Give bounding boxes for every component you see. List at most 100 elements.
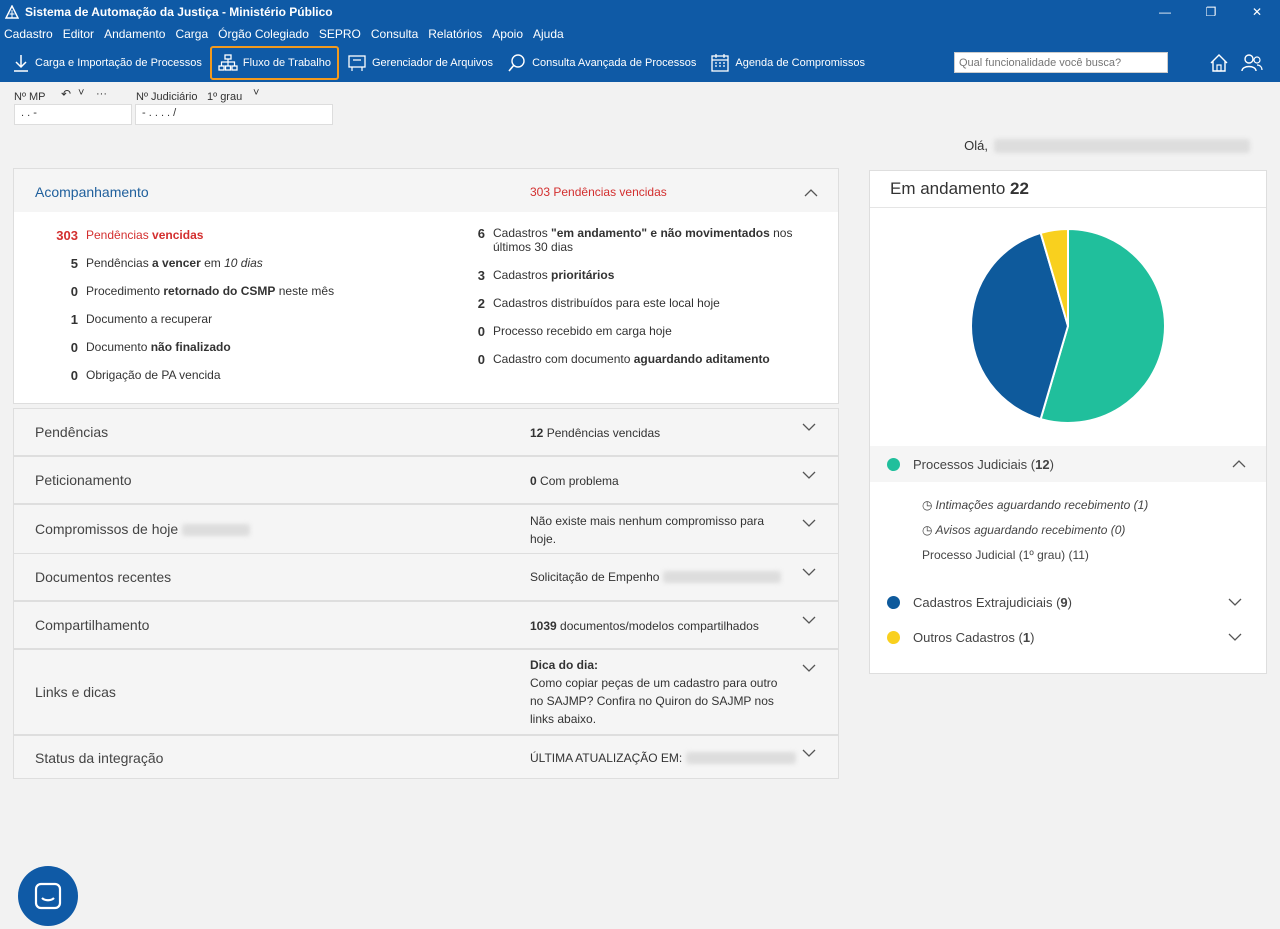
users-icon[interactable]	[1240, 52, 1264, 74]
links-dicas-panel[interactable]: Links e dicas Dica do dia: Como copiar pe…	[13, 649, 839, 735]
window-title: Sistema de Automação da Justiça - Minist…	[25, 5, 333, 19]
clock-icon: ◷	[922, 498, 933, 512]
agenda-compromissos-button[interactable]: Agenda de Compromissos	[704, 46, 871, 80]
em-andamento-header: Em andamento 22	[870, 171, 1266, 208]
legend-cadastros-extrajudiciais[interactable]: Cadastros Extrajudiciais (9)	[870, 584, 1266, 620]
pie-slice-1[interactable]	[970, 231, 1070, 421]
clock-icon: ◷	[922, 523, 933, 537]
list-item[interactable]: 0 Processo recebido em carga hoje	[477, 324, 672, 339]
restore-icon[interactable]: ❐	[1205, 5, 1217, 19]
search-document-icon	[508, 54, 525, 72]
acompanhamento-title: Acompanhamento	[35, 184, 149, 200]
pendencias-title: Pendências	[35, 424, 109, 440]
judiciario-label: Nº Judiciário	[136, 91, 198, 103]
mp-number-input[interactable]: . . -	[14, 104, 132, 125]
fluxo-trabalho-button[interactable]: Fluxo de Trabalho	[209, 46, 339, 80]
menu-orgao-colegiado[interactable]: Órgão Colegiado	[218, 27, 309, 41]
chevron-down-icon[interactable]	[802, 471, 816, 479]
judiciario-number-input[interactable]: - . . . . /	[135, 104, 333, 125]
menu-ajuda[interactable]: Ajuda	[533, 27, 564, 41]
list-item[interactable]: 5 Pendências a vencer em 10 dias	[70, 256, 263, 271]
compartilhamento-panel[interactable]: Compartilhamento 1039 documentos/modelos…	[13, 601, 839, 649]
menu-sepro[interactable]: SEPRO	[318, 27, 361, 41]
list-item[interactable]: 0 Cadastro com documento aguardando adit…	[477, 352, 770, 367]
grau-select[interactable]: 1º grau	[207, 91, 243, 103]
chevron-down-icon[interactable]	[1228, 598, 1242, 606]
menu-apoio[interactable]: Apoio	[492, 27, 523, 41]
chevron-down-icon[interactable]	[802, 568, 816, 576]
status-integracao-panel[interactable]: Status da integração ÚLTIMA ATUALIZAÇÃO …	[13, 735, 839, 779]
workflow-icon	[218, 54, 238, 71]
chevron-down-icon[interactable]	[802, 519, 816, 527]
list-item[interactable]: 6 Cadastros "em andamento" e não movimen…	[477, 226, 793, 254]
title-bar: Sistema de Automação da Justiça - Minist…	[0, 0, 1280, 24]
process-number-bar: Nº MP ↶ ˅ ··· . . - Nº Judiciário 1º gra…	[0, 82, 1280, 132]
pendencias-summary: 12 Pendências vencidas	[530, 426, 661, 440]
compromissos-summary: Não existe mais nenhum compromisso para h…	[530, 514, 765, 546]
pie-slice-0[interactable]	[1039, 227, 1166, 424]
minimize-icon[interactable]: —	[1159, 5, 1171, 19]
legend-outros-cadastros[interactable]: Outros Cadastros (1)	[870, 619, 1266, 655]
menu-consulta[interactable]: Consulta	[370, 27, 419, 41]
compromissos-panel[interactable]: Compromissos de hoje Não existe mais nen…	[13, 504, 839, 554]
menu-editor[interactable]: Editor	[62, 27, 95, 41]
chevron-down-icon[interactable]	[802, 664, 816, 672]
list-item[interactable]: 303 Pendências vencidas	[56, 228, 204, 243]
chevron-down-icon[interactable]: ˅	[78, 87, 85, 99]
document-id-redacted	[663, 571, 782, 583]
date-redacted	[182, 524, 251, 537]
peticionamento-panel[interactable]: Peticionamento 0 Com problema	[13, 456, 839, 504]
calendar-icon	[711, 54, 730, 72]
greeting: Olá,	[964, 138, 1250, 153]
acompanhamento-summary: 303 Pendências vencidas	[530, 185, 667, 199]
legend-processos-judiciais[interactable]: Processos Judiciais (12)	[870, 446, 1266, 482]
intimacoes-item[interactable]: ◷ Intimações aguardando recebimento (1)	[922, 498, 1149, 512]
chevron-down-icon[interactable]	[802, 749, 816, 757]
documentos-title: Documentos recentes	[35, 569, 172, 585]
list-item[interactable]: 0 Documento não finalizado	[70, 340, 231, 355]
pie-slice-2[interactable]	[1039, 227, 1069, 327]
documentos-panel[interactable]: Documentos recentes Solicitação de Empen…	[13, 553, 839, 601]
compromissos-title: Compromissos de hoje	[35, 521, 251, 537]
undo-icon[interactable]: ↶	[61, 87, 72, 101]
user-name-redacted	[994, 138, 1250, 153]
home-icon[interactable]	[1208, 52, 1230, 74]
compartilhamento-summary: 1039 documentos/modelos compartilhados	[530, 619, 759, 633]
list-item[interactable]: 2 Cadastros distribuídos para este local…	[477, 296, 720, 311]
menu-relatorios[interactable]: Relatórios	[428, 27, 483, 41]
more-icon[interactable]: ···	[96, 88, 107, 100]
chevron-down-icon[interactable]	[802, 616, 816, 624]
status-pie-chart	[970, 227, 1166, 424]
mp-label: Nº MP	[14, 91, 46, 103]
chevron-down-icon[interactable]	[802, 423, 816, 431]
list-item[interactable]: 0 Obrigação de PA vencida	[70, 368, 221, 383]
pendencias-panel[interactable]: Pendências 12 Pendências vencidas	[13, 408, 839, 456]
gerenciador-arquivos-button[interactable]: Gerenciador de Arquivos	[341, 46, 499, 80]
status-integracao-title: Status da integração	[35, 750, 164, 766]
consulta-avancada-button[interactable]: Consulta Avançada de Processos	[501, 46, 702, 80]
chevron-up-icon[interactable]	[1232, 460, 1246, 468]
list-item[interactable]: 3 Cadastros prioritários	[477, 268, 615, 283]
list-item[interactable]: 0 Procedimento retornado do CSMP neste m…	[70, 284, 335, 299]
links-dicas-title: Links e dicas	[35, 684, 116, 700]
menu-cadastro[interactable]: Cadastro	[4, 27, 53, 41]
download-icon	[14, 55, 28, 72]
avisos-item[interactable]: ◷ Avisos aguardando recebimento (0)	[922, 523, 1126, 537]
acompanhamento-body: 303 Pendências vencidas 5 Pendências a v…	[13, 212, 839, 404]
toolbar: Carga e Importação de Processos Fluxo de…	[0, 44, 1280, 82]
grau-chevron-icon[interactable]: ˅	[253, 87, 260, 99]
em-andamento-card: Em andamento 22 Processos Judiciais (12)…	[869, 170, 1267, 674]
acompanhamento-header[interactable]: Acompanhamento 303 Pendências vencidas	[13, 168, 839, 213]
chat-button[interactable]	[18, 866, 78, 926]
list-item[interactable]: 1 Documento a recuperar	[70, 312, 213, 327]
menu-andamento[interactable]: Andamento	[104, 27, 166, 41]
feature-search-input[interactable]	[954, 52, 1168, 73]
carga-importacao-button[interactable]: Carga e Importação de Processos	[6, 46, 208, 80]
menu-bar: Cadastro Editor Andamento Carga Órgão Co…	[0, 24, 1280, 44]
chevron-down-icon[interactable]	[1228, 633, 1242, 641]
close-icon[interactable]: ✕	[1251, 5, 1263, 19]
chevron-up-icon[interactable]	[804, 189, 818, 197]
menu-carga[interactable]: Carga	[175, 27, 209, 41]
chat-icon	[34, 882, 62, 910]
processo-judicial-item[interactable]: Processo Judicial (1º grau) (11)	[922, 548, 1089, 562]
